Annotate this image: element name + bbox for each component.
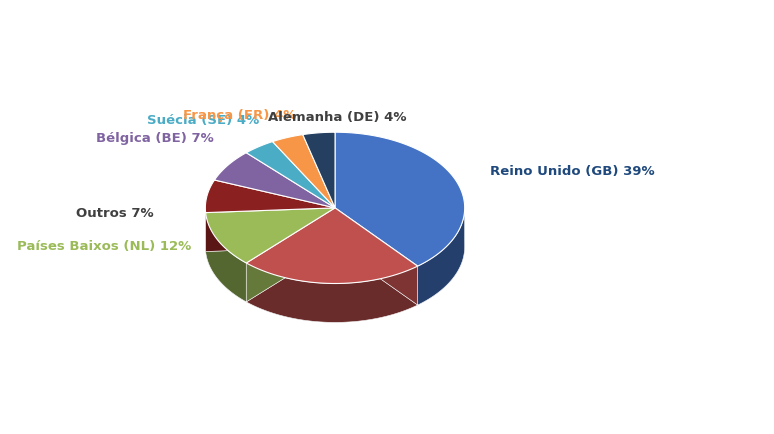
Ellipse shape (205, 172, 464, 322)
Polygon shape (246, 142, 335, 208)
Polygon shape (335, 208, 418, 306)
Polygon shape (205, 181, 335, 213)
Polygon shape (246, 263, 418, 322)
Text: Países Baixos (NL) 12%: Países Baixos (NL) 12% (16, 240, 191, 253)
Text: Reino Unido (GB) 39%: Reino Unido (GB) 39% (490, 165, 655, 178)
Polygon shape (303, 133, 335, 208)
Text: Espanha (ES) 23%: Espanha (ES) 23% (270, 294, 406, 307)
Polygon shape (246, 208, 418, 284)
Polygon shape (206, 208, 335, 252)
Polygon shape (335, 133, 464, 266)
Text: Bélgica (BE) 7%: Bélgica (BE) 7% (96, 132, 214, 145)
Text: Suécia (SE) 4%: Suécia (SE) 4% (147, 113, 259, 126)
Polygon shape (206, 208, 335, 263)
Text: Alemanha (DE) 4%: Alemanha (DE) 4% (268, 111, 406, 124)
Polygon shape (272, 135, 335, 208)
Polygon shape (206, 208, 335, 252)
Text: Outros 7%: Outros 7% (76, 206, 154, 219)
Polygon shape (214, 153, 335, 208)
Polygon shape (206, 213, 246, 302)
Polygon shape (246, 208, 335, 302)
Text: França (FR) 4%: França (FR) 4% (183, 109, 296, 122)
Polygon shape (418, 209, 464, 306)
Polygon shape (335, 208, 418, 306)
Polygon shape (246, 208, 335, 302)
